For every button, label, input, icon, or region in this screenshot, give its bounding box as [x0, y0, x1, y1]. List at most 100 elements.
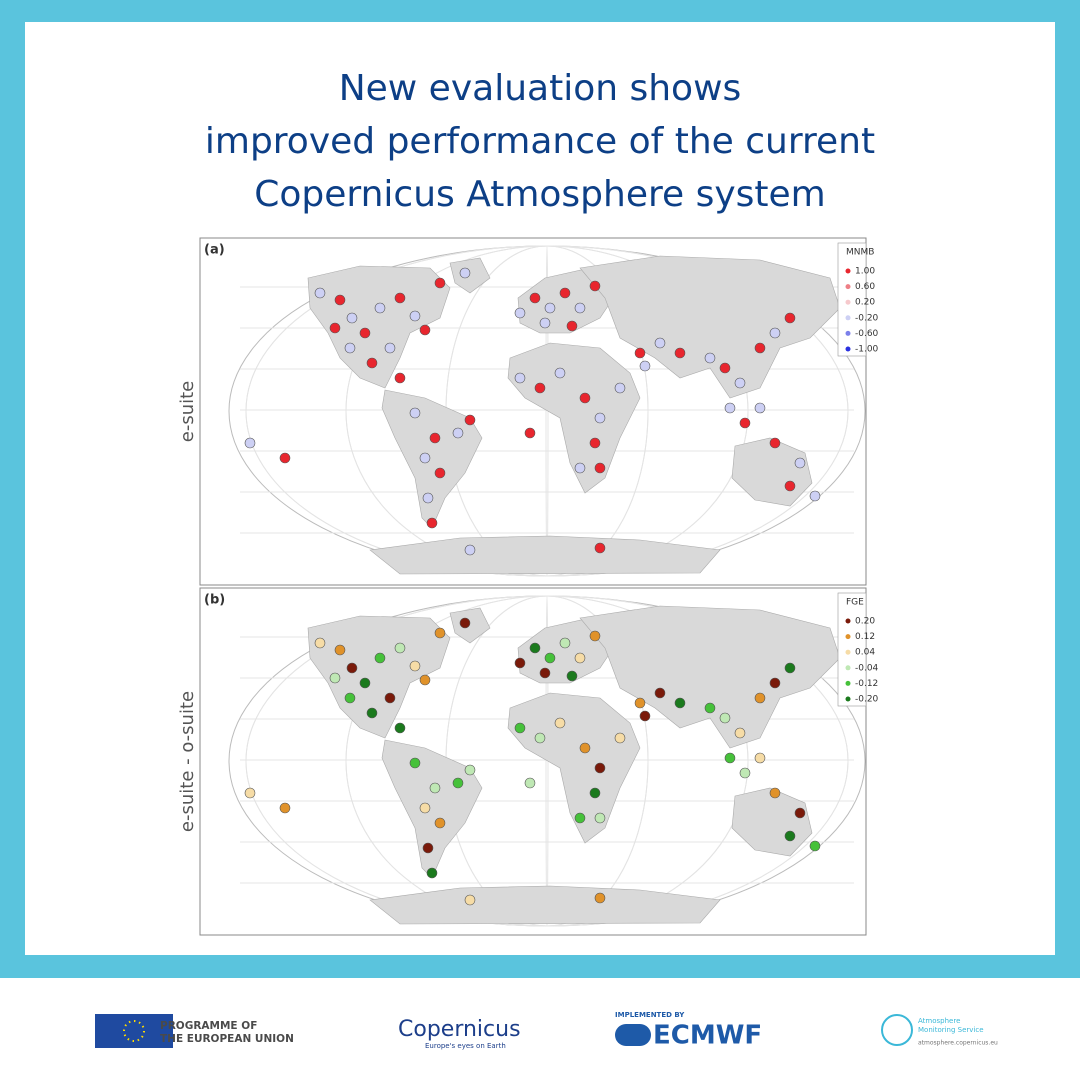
station-dot [346, 312, 358, 324]
station-dot [674, 697, 686, 709]
station-dot [384, 692, 396, 704]
station-dot [734, 377, 746, 389]
station-dot [464, 544, 476, 556]
station-dot [784, 480, 796, 492]
station-dot [574, 812, 586, 824]
cams-text: Monitoring Service [918, 1026, 984, 1034]
station-dot [394, 372, 406, 384]
station-dot [334, 644, 346, 656]
land [381, 389, 483, 529]
station-dot [334, 294, 346, 306]
station-dot [574, 652, 586, 664]
station-dot [594, 762, 606, 774]
station-dot [704, 702, 716, 714]
station-dot [434, 627, 446, 639]
station-dot [769, 677, 781, 689]
station-dot [639, 360, 651, 372]
station-dot [452, 777, 464, 789]
station-dot [279, 802, 291, 814]
station-dot [566, 670, 578, 682]
station-dot [359, 327, 371, 339]
legend-title: FGE [846, 598, 864, 608]
station-dot [589, 437, 601, 449]
station-dot [459, 267, 471, 279]
station-dot [559, 637, 571, 649]
legend: FGE 0.20 0.12 0.04 -0.04 -0.12 -0.20 [837, 592, 879, 707]
station-dot [594, 462, 606, 474]
footer [0, 978, 1080, 1080]
legend-label: 0.12 [855, 632, 875, 642]
station-dot [544, 302, 556, 314]
legend-label: 0.04 [855, 648, 875, 658]
land [369, 535, 721, 575]
station-dot [409, 660, 421, 672]
station-dot [534, 382, 546, 394]
side-label: e-suite [177, 381, 198, 443]
eu-text: THE EUROPEAN UNION [160, 1033, 294, 1045]
station-dot [589, 787, 601, 799]
station-dot [329, 672, 341, 684]
map-panel: (b) e-suite - o-suite FGE 0.20 0.12 0.04 -0.04… [177, 587, 879, 936]
station-dot [419, 674, 431, 686]
station-dot [434, 467, 446, 479]
station-dot [654, 337, 666, 349]
station-dot [724, 402, 736, 414]
legend-swatch [845, 346, 851, 352]
station-dot [394, 722, 406, 734]
station-dot [739, 767, 751, 779]
station-dot [639, 710, 651, 722]
station-dot [464, 414, 476, 426]
station-dot [794, 457, 806, 469]
station-dot [544, 652, 556, 664]
station-dot [422, 842, 434, 854]
ecmwf-logo: IMPLEMENTED BY ECMWF [615, 1011, 762, 1051]
station-dot [754, 402, 766, 414]
station-dot [719, 712, 731, 724]
station-dot [422, 492, 434, 504]
station-dot [589, 630, 601, 642]
cams-logo: Atmosphere Monitoring Service atmosphere… [881, 1014, 998, 1047]
legend-box [837, 242, 867, 357]
legend-label: -0.20 [855, 695, 879, 705]
land [369, 885, 721, 925]
title-line: New evaluation shows [339, 68, 742, 109]
station-dot [539, 667, 551, 679]
station-dot [784, 662, 796, 674]
station-dot [409, 407, 421, 419]
legend-label: -0.04 [855, 663, 879, 673]
legend-label: -1.00 [855, 345, 879, 355]
station-dot [394, 292, 406, 304]
station-dot [594, 892, 606, 904]
station-dot [784, 830, 796, 842]
station-dot [594, 812, 606, 824]
copernicus-name: Copernicus [398, 1017, 521, 1042]
title-line: Copernicus Atmosphere system [254, 174, 825, 215]
station-dot [452, 427, 464, 439]
legend-label: 0.20 [855, 298, 875, 308]
station-dot [434, 817, 446, 829]
land [507, 692, 641, 844]
station-dot [244, 787, 256, 799]
station-dot [529, 642, 541, 654]
legend-swatch [845, 680, 851, 686]
station-dot [769, 787, 781, 799]
station-dot [314, 637, 326, 649]
station-dot [394, 642, 406, 654]
station-dot [754, 752, 766, 764]
station-dot [426, 517, 438, 529]
station-dot [529, 292, 541, 304]
station-dot [426, 867, 438, 879]
station-dot [419, 802, 431, 814]
title-line: improved performance of the current [205, 121, 875, 162]
land [449, 257, 491, 294]
land [579, 605, 841, 749]
station-dot [734, 727, 746, 739]
graticule [245, 595, 849, 927]
cams-text: Atmosphere [918, 1017, 960, 1025]
legend: MNMB 1.00 0.60 0.20 -0.20 -0.60 -1.00 [837, 242, 879, 357]
legend-swatch [845, 665, 851, 671]
legend-swatch [845, 284, 851, 290]
station-dot [524, 427, 536, 439]
station-dot [614, 732, 626, 744]
station-dot [704, 352, 716, 364]
